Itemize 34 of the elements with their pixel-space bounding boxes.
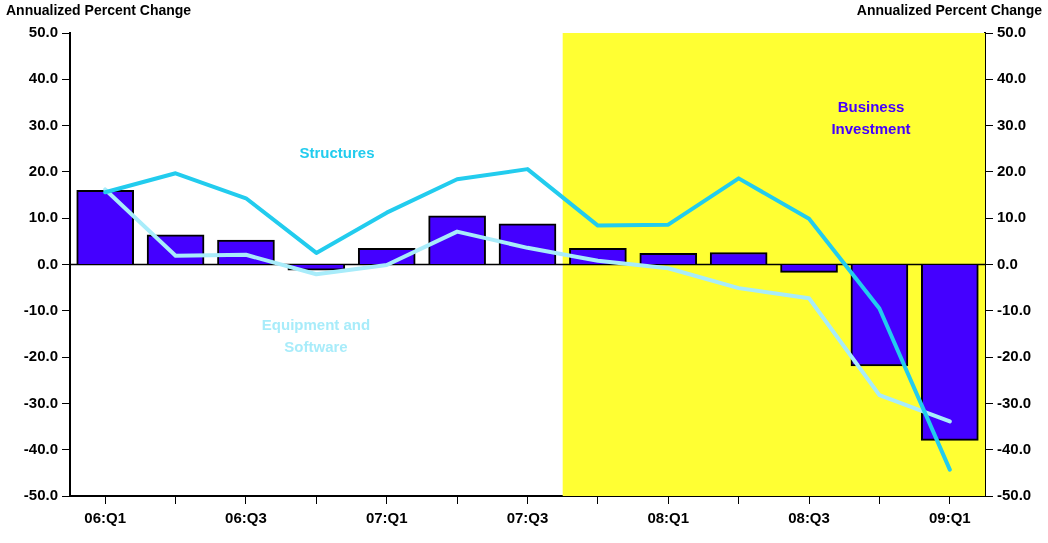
y2-tick-label: 30.0 xyxy=(997,115,1027,133)
y2-tick-label: -50.0 xyxy=(997,486,1032,504)
text: Equipment and Software xyxy=(261,316,371,356)
y-tick-label: 0.0 xyxy=(37,254,58,272)
y-axis-title: Annualized Percent Change xyxy=(6,1,192,18)
x-tick-label: 06:Q3 xyxy=(225,509,267,527)
y-tick-label: 40.0 xyxy=(28,69,58,87)
y-tick-label: 20.0 xyxy=(28,162,58,180)
y-tick-label: 50.0 xyxy=(28,23,58,41)
y2-tick-label: 10.0 xyxy=(997,208,1027,226)
x-tick-label: 09:Q1 xyxy=(928,509,971,527)
y-tick-label: -50.0 xyxy=(23,486,58,504)
y2-tick-label: 20.0 xyxy=(997,162,1027,180)
y2-tick-label: 0.0 xyxy=(997,254,1018,272)
y2-tick-label: -40.0 xyxy=(997,439,1032,457)
y-tick-label: -10.0 xyxy=(23,300,58,318)
x-tick-label: 07:Q3 xyxy=(506,509,549,527)
x-tick-label: 08:Q3 xyxy=(788,509,830,527)
y-tick-label: -30.0 xyxy=(23,393,58,411)
x-tick-label: 08:Q1 xyxy=(647,509,690,527)
y2-tick-label: -10.0 xyxy=(997,300,1032,318)
text: Structures xyxy=(299,144,375,162)
y-tick-label: -20.0 xyxy=(23,347,58,365)
y2-tick-label: 40.0 xyxy=(997,69,1027,87)
text: Business Investment xyxy=(831,98,911,138)
y2-tick-label: -20.0 xyxy=(997,347,1032,365)
y2-axis-title: Annualized Percent Change xyxy=(856,1,1043,18)
x-tick-label: 06:Q1 xyxy=(84,509,127,527)
y2-tick-label: -30.0 xyxy=(997,393,1032,411)
y-tick-label: 10.0 xyxy=(28,208,58,226)
y-tick-label: 30.0 xyxy=(28,115,58,133)
y2-tick-label: 50.0 xyxy=(997,23,1027,41)
x-tick-label: 07:Q1 xyxy=(365,509,408,527)
y-tick-label: -40.0 xyxy=(23,439,58,457)
